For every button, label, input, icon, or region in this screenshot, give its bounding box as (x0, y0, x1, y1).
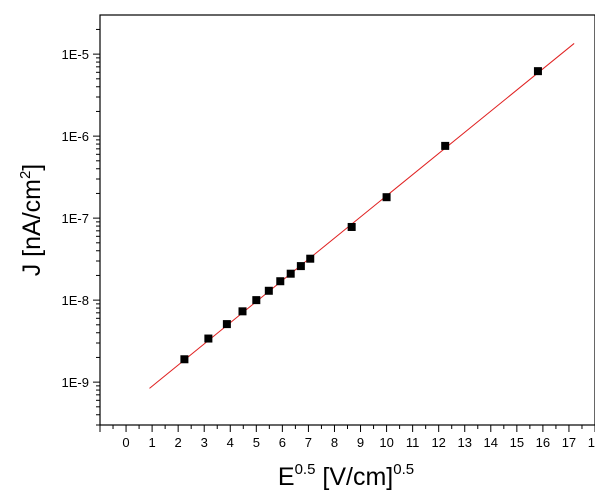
data-point (533, 67, 542, 76)
x-tick-label: 3 (201, 435, 208, 450)
x-tick-label: 8 (331, 435, 338, 450)
data-point (180, 355, 189, 364)
x-tick-label: 0 (122, 435, 129, 450)
y-tick-label: 1E-8 (62, 293, 89, 308)
x-tick-label: 14 (484, 435, 498, 450)
y-tick-label: 1E-7 (62, 211, 89, 226)
x-tick-label: 9 (357, 435, 364, 450)
data-point (441, 141, 450, 150)
data-point (306, 254, 315, 263)
data-point (382, 193, 391, 202)
data-point (204, 334, 213, 343)
data-point (252, 296, 261, 305)
x-tick-label: 1 (148, 435, 155, 450)
data-point (347, 222, 356, 231)
fit-line-layer (149, 43, 575, 389)
data-point (264, 286, 273, 295)
x-axis-ticks: 0123456789101112131415161718 (99, 425, 595, 450)
x-tick-label: 2 (175, 435, 182, 450)
y-tick-label: 1E-5 (62, 47, 89, 62)
data-point (286, 269, 295, 278)
x-axis-title: E0.5 [V/cm]0.5 (278, 461, 414, 491)
fit-line (149, 43, 575, 389)
y-axis-title: J [nA/cm2] (17, 164, 46, 277)
y-axis-ticks: 1E-9 1E-8 1E-7 1E-6 1E-5 (62, 28, 100, 426)
x-tick-label: 15 (510, 435, 524, 450)
x-tick-label: 7 (305, 435, 312, 450)
x-tick-label: 10 (379, 435, 393, 450)
x-tick-label: 17 (562, 435, 576, 450)
x-tick-label: 13 (458, 435, 472, 450)
data-point (296, 262, 305, 271)
x-tick-label: 6 (279, 435, 286, 450)
data-points-layer (180, 67, 542, 364)
plot-frame (99, 14, 595, 426)
x-tick-label: 11 (406, 435, 420, 450)
data-point (238, 307, 247, 316)
x-tick-label: 5 (253, 435, 260, 450)
data-point (222, 320, 231, 329)
x-tick-label: 16 (536, 435, 550, 450)
data-point (276, 277, 285, 286)
x-tick-label: 12 (431, 435, 445, 450)
y-tick-label: 1E-9 (62, 375, 89, 390)
y-tick-label: 1E-6 (62, 129, 89, 144)
x-tick-label: 18 (588, 435, 595, 450)
x-tick-label: 4 (227, 435, 234, 450)
